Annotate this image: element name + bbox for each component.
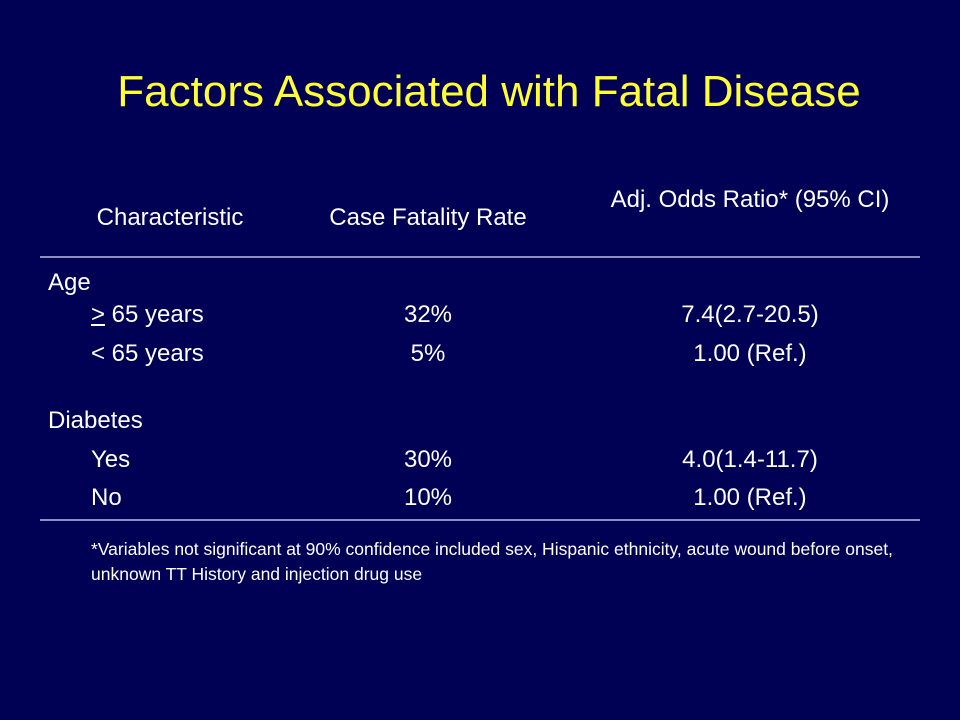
rate-diabetes-yes: 30%	[403, 446, 453, 473]
odds-age-over-65: 7.4(2.7-20.5)	[681, 301, 819, 328]
header-odds-ratio: Adj. Odds Ratio* (95% CI)	[610, 186, 890, 213]
group-label-age: Age	[48, 269, 91, 296]
table-bottom-rule	[40, 519, 920, 521]
row-label-age-under-65: < 65 years	[91, 340, 204, 367]
rate-diabetes-no: 10%	[403, 484, 453, 511]
rate-age-over-65: 32%	[403, 301, 453, 328]
row-label-age-over-65: > 65 years	[91, 298, 204, 332]
greater-equal-symbol: >	[91, 301, 106, 328]
odds-age-under-65: 1.00 (Ref.)	[693, 340, 807, 367]
row-label-text: 65 years	[105, 301, 204, 328]
header-characteristic: Characteristic	[96, 204, 244, 231]
table-top-rule	[40, 256, 920, 258]
odds-diabetes-yes: 4.0(1.4-11.7)	[682, 446, 818, 473]
header-case-fatality-rate: Case Fatality Rate	[329, 204, 527, 231]
rate-age-under-65: 5%	[410, 340, 446, 367]
odds-diabetes-no: 1.00 (Ref.)	[693, 484, 807, 511]
slide-title: Factors Associated with Fatal Disease	[117, 67, 861, 116]
row-label-diabetes-yes: Yes	[91, 446, 131, 473]
row-label-diabetes-no: No	[91, 484, 122, 511]
group-label-diabetes: Diabetes	[48, 407, 143, 434]
footnote: *Variables not significant at 90% confid…	[91, 539, 893, 584]
